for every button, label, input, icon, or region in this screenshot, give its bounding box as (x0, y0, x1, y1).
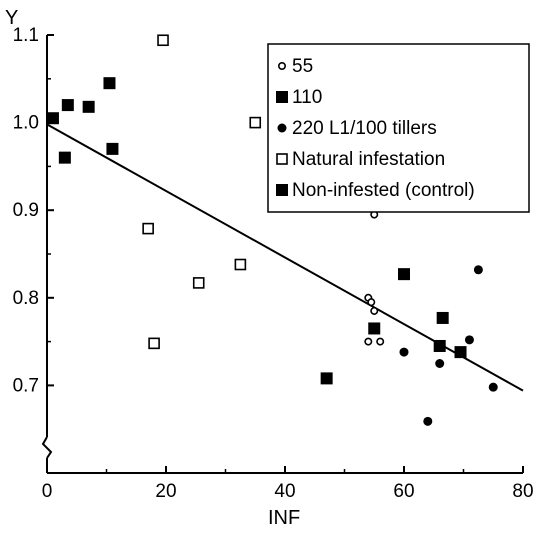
x-tick-label: 40 (274, 481, 295, 502)
data-point (62, 99, 74, 111)
data-point (83, 101, 95, 113)
data-point (235, 260, 245, 270)
legend-marker (276, 91, 288, 103)
data-point (149, 338, 159, 348)
data-point (368, 322, 380, 334)
y-tick-label: 0.7 (13, 375, 39, 396)
legend-label: Non-infested (control) (292, 180, 475, 201)
data-point (143, 224, 153, 234)
data-point (106, 143, 118, 155)
x-tick-label: 60 (393, 481, 414, 502)
y-tick-label: 0.9 (13, 200, 39, 221)
y-tick-label: 0.8 (13, 288, 39, 309)
data-point (489, 383, 498, 392)
data-point (434, 340, 446, 352)
legend-label: Natural infestation (292, 149, 445, 170)
data-point (47, 112, 59, 124)
x-tick-label: 0 (42, 481, 53, 502)
data-point (368, 299, 374, 305)
data-point (465, 335, 474, 344)
data-point (474, 265, 483, 274)
y-axis-break (43, 437, 51, 458)
data-point (423, 417, 432, 426)
legend-marker (277, 154, 287, 164)
data-point (365, 338, 371, 344)
data-point (435, 359, 444, 368)
legend-label: 55 (292, 56, 313, 77)
legend: 55 110 220 L1/100 tillers Natural infestati… (268, 44, 529, 212)
x-tick-label: 80 (512, 481, 533, 502)
data-point (455, 346, 467, 358)
legend-label: 220 L1/100 tillers (292, 118, 437, 139)
data-point (398, 268, 410, 280)
data-point (103, 77, 115, 89)
data-point (371, 308, 377, 314)
data-point (59, 152, 71, 164)
legend-marker (278, 124, 287, 133)
data-point (194, 278, 204, 288)
data-point (250, 118, 260, 128)
data-point (377, 338, 383, 344)
legend-label: 110 (292, 87, 322, 108)
data-point (158, 35, 168, 45)
data-point (400, 348, 409, 357)
data-point (437, 312, 449, 324)
y-axis-label: Y (5, 7, 18, 29)
x-axis-label: INF (268, 507, 300, 529)
x-tick-label: 20 (155, 481, 176, 502)
legend-marker (279, 63, 285, 69)
y-tick-label: 1.0 (13, 113, 39, 134)
legend-marker (276, 184, 288, 196)
data-point (321, 372, 333, 384)
